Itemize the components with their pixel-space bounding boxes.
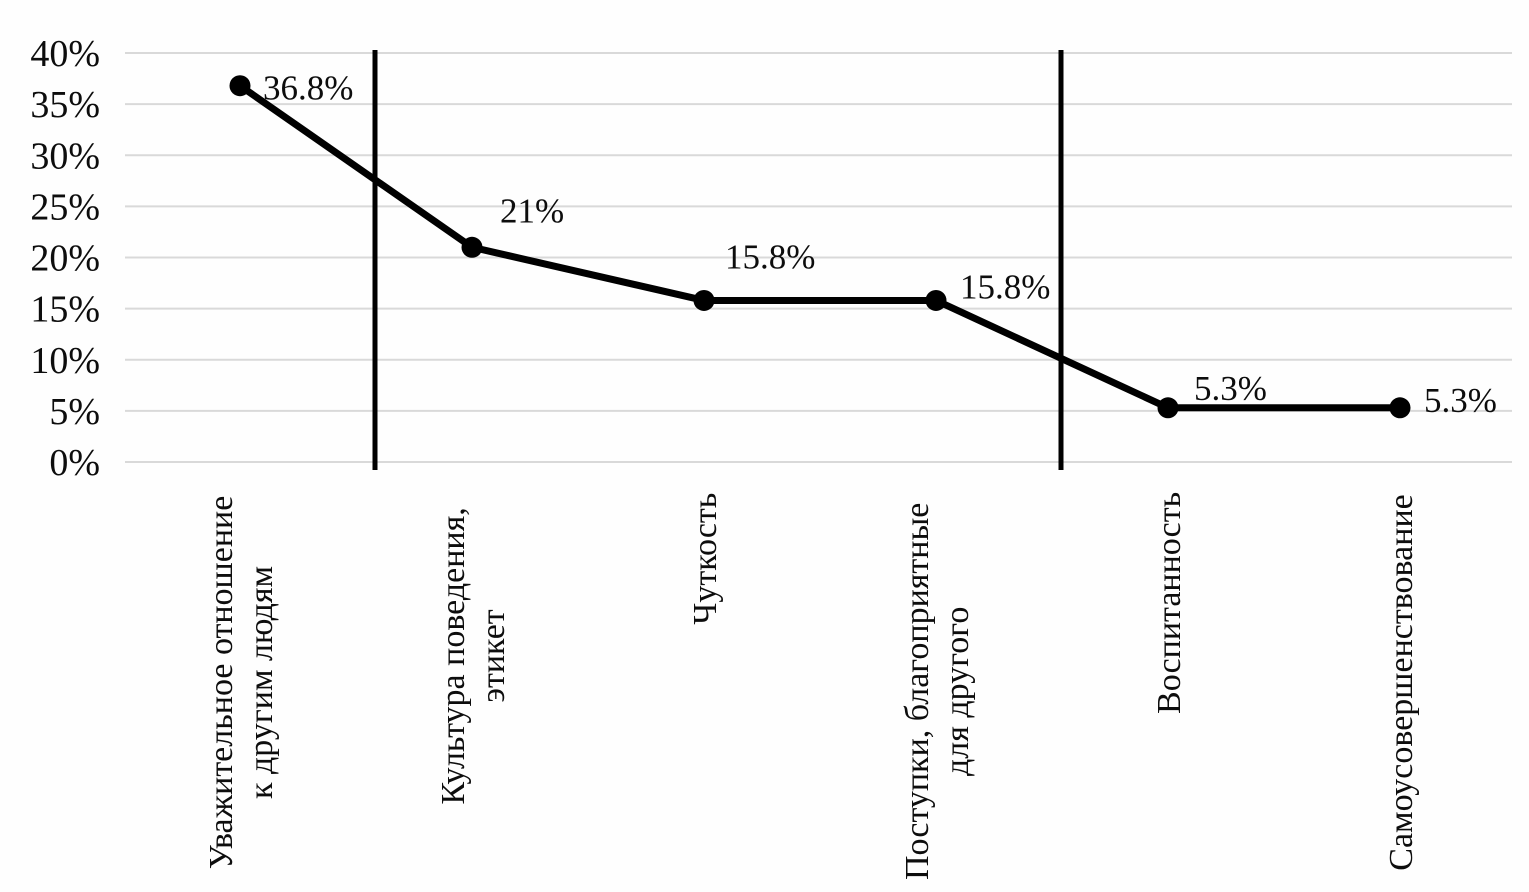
y-axis-tick-label: 30% [30,135,100,177]
category-label-line: Поступки, благоприятные [899,503,936,880]
category-label-line: Культура поведения, [435,507,472,804]
data-point-label: 5.3% [1194,369,1267,408]
category-label-line: Чуткость [687,493,724,625]
data-point-marker [925,289,947,311]
category-label-line: этикет [475,609,512,702]
y-axis-tick-label: 5% [49,391,100,433]
data-point-label: 5.3% [1424,381,1497,420]
data-point-marker [1157,397,1179,419]
series-line [236,82,1404,412]
data-point-marker [461,236,483,258]
data-point-label: 36.8% [263,69,353,108]
category-label-line: Самоусовершенствование [1383,494,1420,870]
y-axis-tick-label: 20% [30,238,100,280]
category-label-line: для другого [939,607,976,776]
category-label-line: Воспитанность [1151,492,1188,714]
data-point-label: 21% [500,191,564,230]
data-point-marker [229,75,251,97]
category-label-line: Уважительное отношение [203,496,240,870]
y-axis-tick-label: 35% [30,84,100,126]
data-point-marker [1389,397,1411,419]
y-axis-tick-label: 40% [30,33,100,75]
category-label-line: к другим людям [243,566,280,799]
y-axis-tick-label: 15% [30,289,100,331]
y-axis-tick-label: 25% [30,186,100,228]
y-axis-tick-label: 0% [49,442,100,484]
data-point-marker [693,289,715,311]
data-point-label: 15.8% [725,237,815,276]
data-point-label: 15.8% [960,267,1050,306]
y-axis-tick-label: 10% [30,340,100,382]
